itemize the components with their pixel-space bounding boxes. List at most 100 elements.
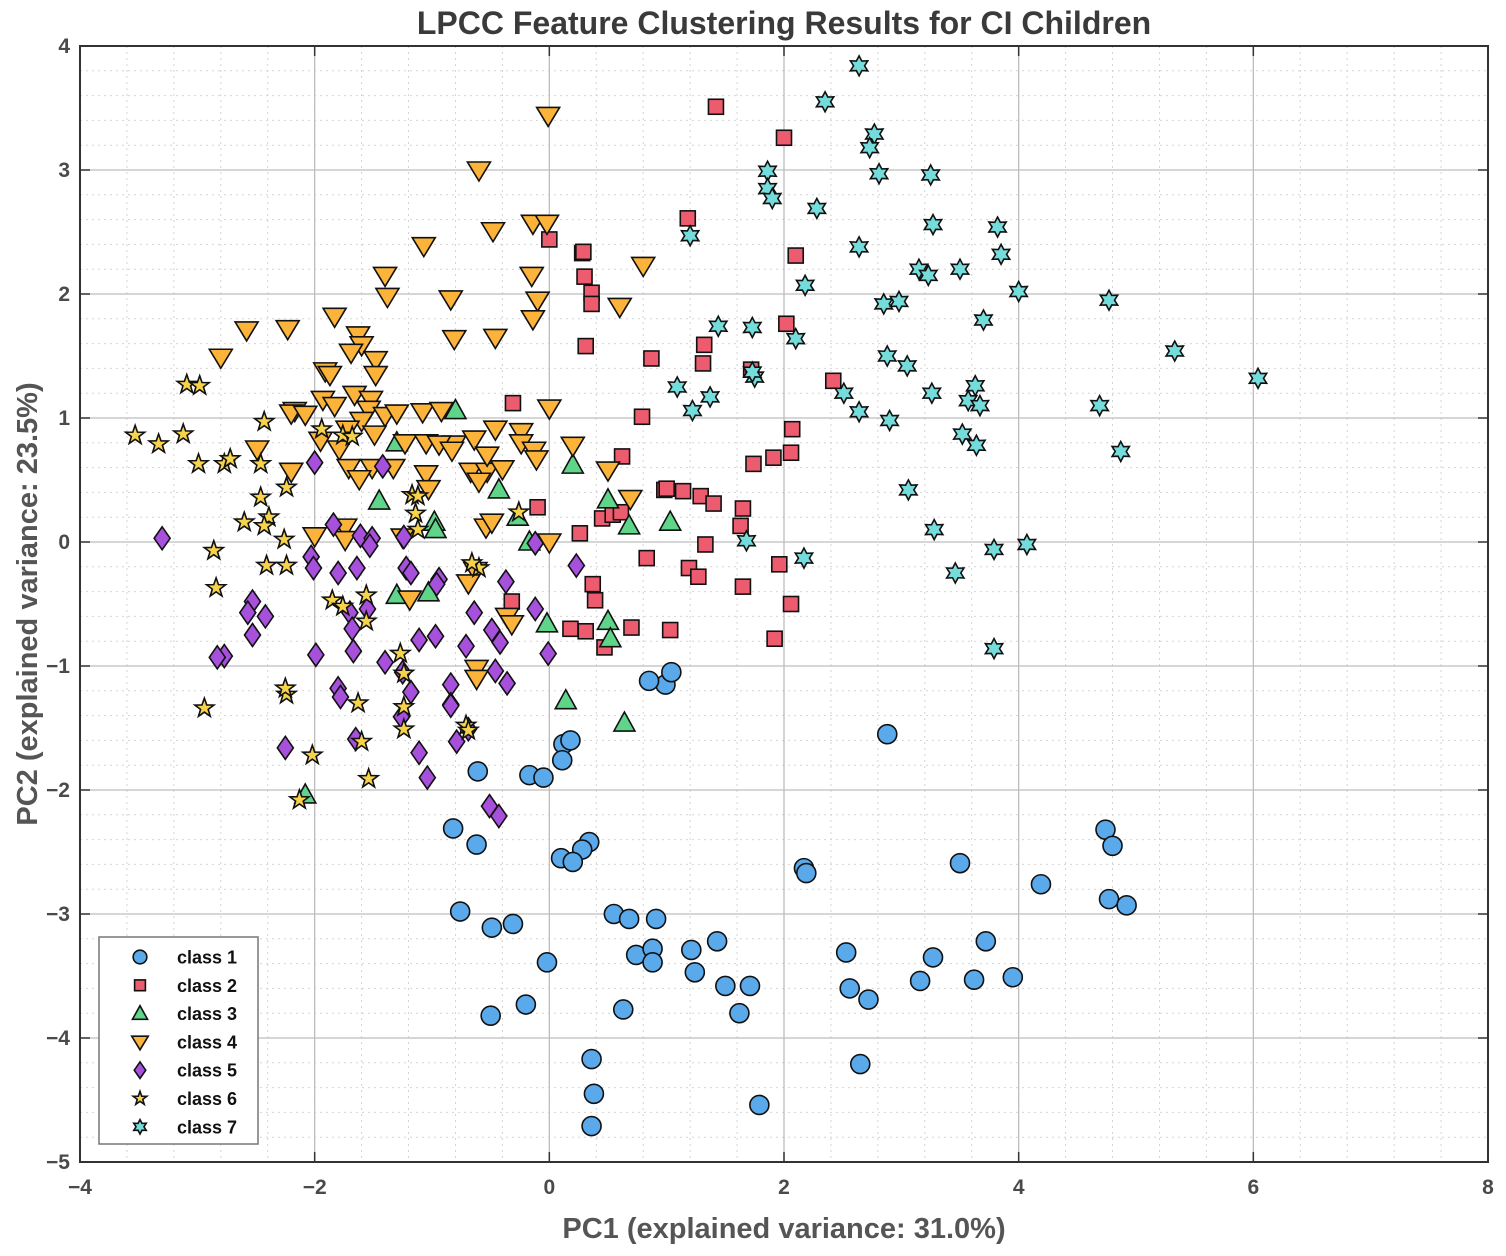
data-point — [684, 961, 706, 983]
data-point — [507, 499, 531, 523]
data-point — [418, 764, 437, 791]
data-point — [273, 675, 298, 699]
legend-label: class 1 — [177, 948, 237, 968]
data-point — [392, 716, 416, 740]
data-point — [410, 627, 429, 653]
data-point — [474, 446, 501, 468]
chart-title: LPCC Feature Clustering Results for CI C… — [417, 5, 1151, 41]
data-point — [990, 242, 1012, 267]
data-point — [765, 449, 782, 466]
data-point — [504, 394, 522, 412]
legend-label: class 6 — [177, 1089, 237, 1109]
data-point — [715, 975, 736, 997]
data-point — [618, 908, 640, 930]
data-point — [879, 408, 900, 433]
data-point — [736, 529, 757, 553]
series-class-5 — [153, 449, 586, 829]
data-point — [321, 396, 348, 419]
data-point — [460, 550, 484, 574]
data-point — [1030, 873, 1052, 895]
data-point — [465, 599, 484, 626]
data-point — [274, 319, 301, 342]
data-point — [287, 787, 312, 810]
data-point — [983, 636, 1005, 661]
data-point — [394, 524, 413, 550]
data-point — [581, 1048, 602, 1070]
data-point — [461, 430, 488, 452]
data-points — [123, 54, 1269, 1137]
data-point — [502, 913, 524, 935]
data-point — [238, 599, 257, 626]
data-point — [945, 561, 966, 585]
data-point — [427, 571, 446, 598]
y-tick-label: −1 — [46, 655, 70, 678]
data-point — [487, 477, 511, 499]
data-point — [374, 287, 401, 310]
data-point — [638, 549, 656, 567]
data-point — [392, 434, 418, 456]
data-point — [233, 321, 260, 343]
y-tick-label: −4 — [46, 1027, 70, 1050]
data-point — [480, 221, 506, 244]
data-point — [403, 501, 428, 524]
data-point — [806, 196, 828, 221]
data-point — [410, 236, 437, 259]
data-point — [482, 328, 509, 350]
data-point — [449, 901, 471, 922]
legend-marker — [132, 1117, 148, 1136]
data-point — [508, 422, 535, 445]
legend-label: class 2 — [177, 976, 237, 996]
data-point — [491, 629, 510, 656]
data-point — [922, 212, 944, 237]
data-point — [839, 978, 861, 999]
data-point — [667, 375, 688, 399]
data-point — [534, 214, 560, 236]
data-point — [486, 658, 505, 684]
data-point — [252, 513, 277, 536]
legend-label: class 3 — [177, 1004, 237, 1024]
x-tick-label: −4 — [68, 1176, 92, 1199]
data-point — [274, 553, 299, 576]
data-point — [518, 266, 545, 288]
legend-label: class 7 — [177, 1117, 237, 1137]
data-point — [388, 641, 413, 664]
data-point — [681, 939, 702, 961]
data-point — [966, 433, 987, 458]
data-point — [466, 472, 492, 494]
data-point — [705, 495, 722, 512]
data-point — [406, 483, 430, 507]
data-point — [329, 560, 348, 586]
data-point — [481, 917, 503, 938]
data-point — [257, 504, 281, 528]
data-point — [859, 135, 880, 160]
data-point — [630, 256, 657, 279]
data-point — [987, 215, 1008, 239]
data-point — [346, 690, 370, 714]
data-point — [519, 310, 546, 332]
data-point — [949, 257, 971, 281]
data-point — [1164, 339, 1185, 363]
data-point — [409, 403, 436, 425]
data-point — [595, 461, 621, 483]
data-point — [320, 587, 345, 611]
data-point — [824, 372, 842, 390]
data-point — [423, 516, 448, 539]
data-point — [331, 684, 350, 710]
data-point — [778, 315, 795, 333]
data-point — [192, 695, 217, 719]
data-point — [442, 818, 464, 839]
y-tick-label: −2 — [46, 779, 70, 802]
legend-label: class 5 — [177, 1061, 237, 1081]
data-point — [344, 638, 363, 665]
data-point — [498, 670, 517, 697]
data-point — [782, 595, 800, 613]
data-point — [376, 649, 395, 676]
data-point — [586, 591, 604, 609]
data-point — [742, 360, 763, 384]
data-point — [361, 425, 388, 447]
data-point — [443, 397, 468, 420]
data-point — [437, 290, 464, 312]
data-point — [973, 308, 994, 332]
data-point — [541, 231, 558, 248]
data-point — [787, 247, 805, 264]
